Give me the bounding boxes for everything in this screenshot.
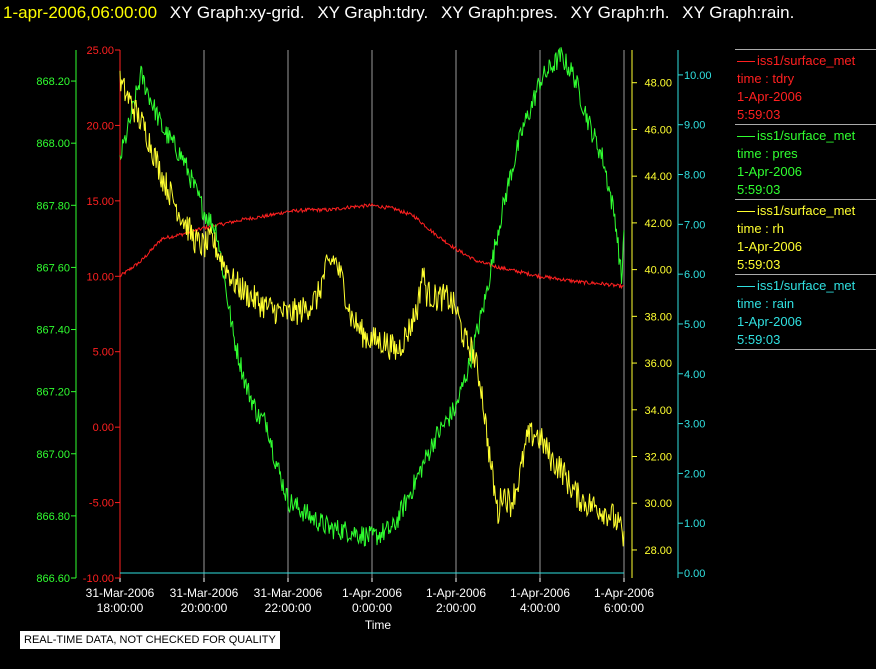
- y-tick-label-rh: 48.00: [644, 78, 672, 90]
- legend-entry-rh: iss1/surface_met time : rh 1-Apr-2006 5:…: [735, 199, 876, 274]
- x-tick-label-time: 2:00:00: [436, 601, 476, 615]
- x-tick-label-time: 4:00:00: [520, 601, 560, 615]
- y-tick-label-rain: 8.00: [684, 170, 705, 182]
- x-tick-label-time: 18:00:00: [97, 601, 144, 615]
- legend-source: iss1/surface_met: [757, 128, 856, 143]
- y-tick-label-tdry: 25.00: [86, 45, 114, 57]
- y-tick-label-tdry: -5.00: [89, 498, 114, 510]
- legend-field: time : rh: [737, 221, 784, 236]
- y-tick-label-rh: 30.00: [644, 498, 672, 510]
- legend-swatch: [737, 61, 755, 63]
- y-tick-label-rain: 10.00: [684, 70, 712, 82]
- x-tick-label-time: 20:00:00: [181, 601, 228, 615]
- title-timestamp: 1-apr-2006,06:00:00: [3, 3, 158, 22]
- y-tick-label-rh: 38.00: [644, 311, 672, 323]
- tab-rh[interactable]: XY Graph:rh.: [570, 3, 670, 22]
- y-tick-label-pres: 868.00: [36, 138, 70, 150]
- y-tick-label-rain: 3.00: [684, 419, 705, 431]
- quality-notice: REAL-TIME DATA, NOT CHECKED FOR QUALITY: [20, 631, 280, 649]
- y-tick-label-tdry: 10.00: [86, 271, 114, 283]
- y-tick-label-rain: 9.00: [684, 120, 705, 132]
- x-axis-label: Time: [365, 618, 392, 632]
- y-tick-label-rh: 36.00: [644, 358, 672, 370]
- tab-xy-grid[interactable]: XY Graph:xy-grid.: [169, 3, 305, 22]
- legend-time: 5:59:03: [737, 107, 781, 122]
- tab-tdry[interactable]: XY Graph:tdry.: [317, 3, 429, 22]
- y-tick-label-rain: 5.00: [684, 319, 705, 331]
- legend-field: time : tdry: [737, 71, 795, 86]
- x-tick-label-date: 31-Mar-2006: [170, 586, 239, 600]
- legend-swatch: [737, 136, 755, 138]
- y-tick-label-tdry: 15.00: [86, 196, 114, 208]
- y-tick-label-rh: 46.00: [644, 124, 672, 136]
- legend-date: 1-Apr-2006: [737, 89, 803, 104]
- y-tick-label-pres: 867.80: [36, 200, 70, 212]
- y-tick-label-pres: 867.20: [36, 387, 70, 399]
- legend-field: time : rain: [737, 296, 795, 311]
- x-tick-label-date: 1-Apr-2006: [342, 586, 402, 600]
- x-tick-label-time: 0:00:00: [352, 601, 392, 615]
- legend-entry-pres: iss1/surface_met time : pres 1-Apr-2006 …: [735, 124, 876, 199]
- y-tick-label-pres: 868.20: [36, 76, 70, 88]
- legend-field: time : pres: [737, 146, 798, 161]
- y-tick-label-pres: 866.80: [36, 511, 70, 523]
- legend-entry-rain: iss1/surface_met time : rain 1-Apr-2006 …: [735, 274, 876, 350]
- y-tick-label-rain: 0.00: [684, 568, 705, 580]
- legend-time: 5:59:03: [737, 332, 781, 347]
- y-tick-label-rh: 34.00: [644, 405, 672, 417]
- legend-date: 1-Apr-2006: [737, 239, 803, 254]
- y-tick-label-rh: 44.00: [644, 171, 672, 183]
- series-pres: [119, 47, 625, 547]
- y-tick-label-rain: 1.00: [684, 518, 705, 530]
- tab-pres[interactable]: XY Graph:pres.: [440, 3, 558, 22]
- legend-source: iss1/surface_met: [757, 203, 856, 218]
- x-tick-label-date: 1-Apr-2006: [594, 586, 654, 600]
- y-tick-label-tdry: 5.00: [93, 347, 114, 359]
- y-tick-label-pres: 867.00: [36, 449, 70, 461]
- y-tick-label-rain: 4.00: [684, 369, 705, 381]
- series-tdry: [119, 202, 625, 290]
- legend-time: 5:59:03: [737, 257, 781, 272]
- x-tick-label-date: 1-Apr-2006: [510, 586, 570, 600]
- legend-time: 5:59:03: [737, 182, 781, 197]
- y-tick-label-rh: 42.00: [644, 218, 672, 230]
- y-tick-label-rain: 2.00: [684, 468, 705, 480]
- legend-date: 1-Apr-2006: [737, 164, 803, 179]
- legend: iss1/surface_met time : tdry 1-Apr-2006 …: [735, 49, 876, 350]
- legend-swatch: [737, 211, 755, 213]
- legend-swatch: [737, 286, 755, 288]
- y-tick-label-pres: 867.60: [36, 262, 70, 274]
- y-tick-label-pres: 867.40: [36, 325, 70, 337]
- x-tick-label-date: 1-Apr-2006: [426, 586, 486, 600]
- x-tick-label-time: 22:00:00: [265, 601, 312, 615]
- tab-rain[interactable]: XY Graph:rain.: [682, 3, 795, 22]
- y-tick-label-rh: 40.00: [644, 265, 672, 277]
- series-rh: [119, 70, 625, 547]
- y-tick-label-tdry: 20.00: [86, 120, 114, 132]
- legend-date: 1-Apr-2006: [737, 314, 803, 329]
- legend-entry-tdry: iss1/surface_met time : tdry 1-Apr-2006 …: [735, 49, 876, 124]
- y-tick-label-tdry: 0.00: [93, 422, 114, 434]
- y-tick-label-rain: 7.00: [684, 219, 705, 231]
- y-tick-label-rain: 6.00: [684, 269, 705, 281]
- x-tick-label-date: 31-Mar-2006: [254, 586, 323, 600]
- y-tick-label-rh: 28.00: [644, 545, 672, 557]
- x-tick-label-time: 6:00:00: [604, 601, 644, 615]
- legend-source: iss1/surface_met: [757, 278, 856, 293]
- y-tick-label-pres: 866.60: [36, 573, 70, 585]
- title-bar: 1-apr-2006,06:00:00 XY Graph:xy-grid. XY…: [0, 0, 876, 26]
- legend-source: iss1/surface_met: [757, 53, 856, 68]
- y-tick-label-rh: 32.00: [644, 452, 672, 464]
- y-tick-label-tdry: -10.00: [83, 573, 114, 585]
- x-tick-label-date: 31-Mar-2006: [86, 586, 155, 600]
